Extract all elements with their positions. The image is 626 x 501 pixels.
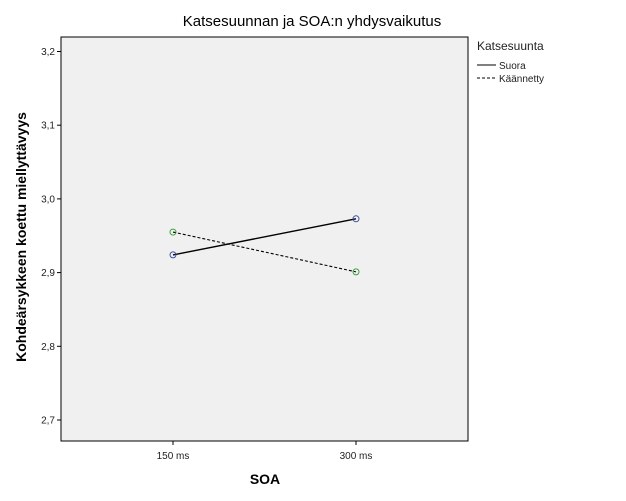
- y-tick-label: 2,7: [41, 416, 55, 427]
- series-line-1: [172, 218, 357, 256]
- series-layer: [169, 215, 360, 276]
- series-point-1: [169, 251, 177, 259]
- y-tick-label: 3,0: [41, 194, 55, 205]
- y-tick-label: 3,2: [41, 47, 55, 58]
- x-axis-label: SOA: [250, 471, 280, 487]
- series-point-1: [352, 215, 360, 223]
- series-point-2: [352, 268, 360, 276]
- y-tick-label: 2,8: [41, 342, 55, 353]
- series-line-2: [172, 231, 357, 273]
- legend-title: Katsesuunta: [477, 39, 544, 53]
- y-tick-label: 2,9: [41, 268, 55, 279]
- y-axis: 2,7 2,8 2,9 3,0 3,1 3,2: [41, 47, 61, 427]
- series-point-2: [169, 228, 177, 236]
- legend-label: Käännetty: [499, 74, 544, 85]
- y-tick-label: 3,1: [41, 121, 55, 132]
- legend: Katsesuunta Suora Käännetty: [477, 39, 544, 85]
- x-axis: 150 ms 300 ms: [157, 441, 373, 462]
- chart-title: Katsesuunnan ja SOA:n yhdysvaikutus: [183, 13, 442, 30]
- x-tick-label: 300 ms: [340, 451, 373, 462]
- x-tick-label: 150 ms: [157, 451, 190, 462]
- plot-area: [60, 36, 469, 442]
- y-axis-label: Kohdeärsykkeen koettu miellyttävyys: [13, 112, 29, 362]
- legend-label: Suora: [499, 61, 526, 72]
